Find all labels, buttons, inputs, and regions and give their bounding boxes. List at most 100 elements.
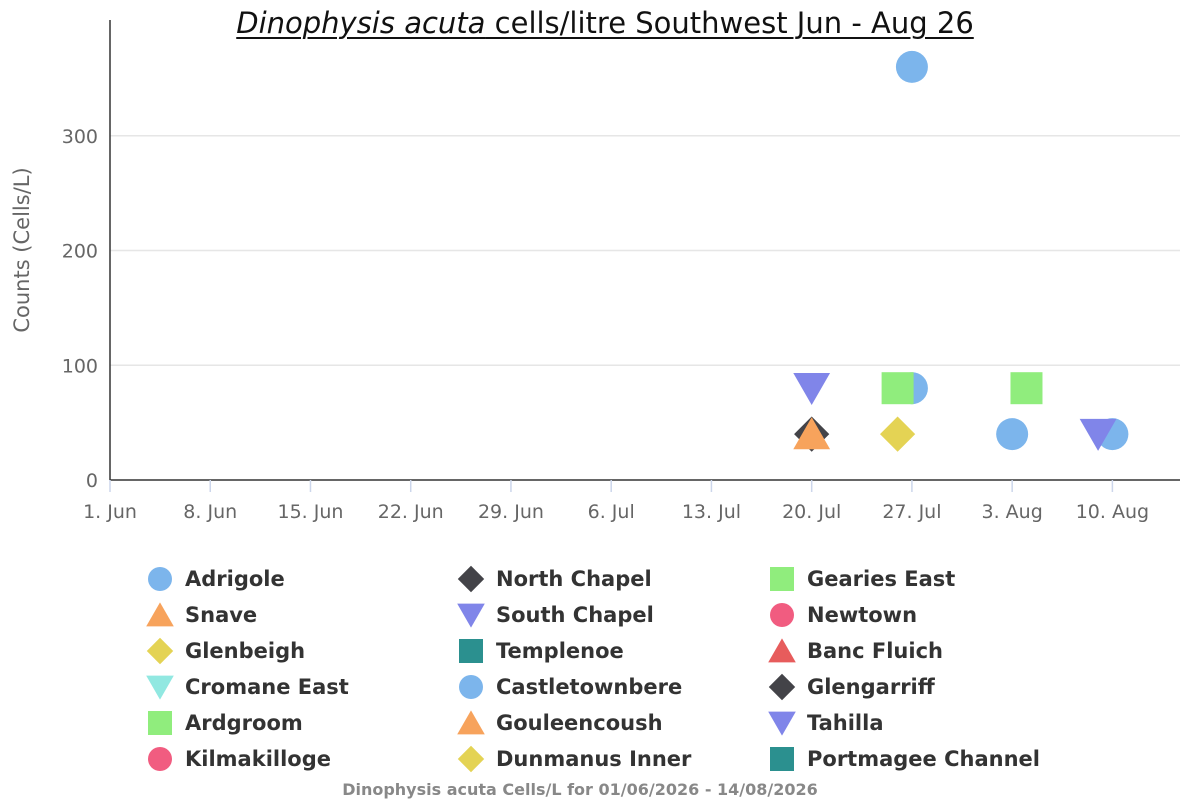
- legend-symbol-gearies-east: [770, 567, 794, 591]
- y-tick-label: 0: [86, 470, 98, 492]
- legend-marker-diamond-icon: [457, 745, 485, 773]
- legend-marker-square-icon: [148, 711, 172, 735]
- legend-marker-square-icon: [459, 639, 483, 663]
- legend-item-gearies-east[interactable]: Gearies East: [767, 562, 955, 596]
- x-tick-label: 27. Jul: [882, 501, 941, 523]
- x-tick-label: 3. Aug: [982, 501, 1043, 523]
- legend-item-castletownbere[interactable]: Castletownbere: [456, 670, 682, 704]
- legend-label: Gouleencoush: [496, 711, 663, 735]
- legend-marker-diamond-icon: [768, 673, 796, 701]
- legend-marker-circle-icon: [459, 675, 483, 699]
- legend-item-dunmanus-inner[interactable]: Dunmanus Inner: [456, 742, 691, 776]
- legend-symbol-banc-fluich: [768, 638, 796, 663]
- legend-symbol-dunmanus-inner: [457, 745, 485, 773]
- legend-symbol-snave: [146, 602, 174, 627]
- x-tick-label: 1. Jun: [83, 501, 137, 523]
- legend-symbol-south-chapel: [457, 603, 485, 628]
- x-tick-label: 22. Jun: [378, 501, 444, 523]
- y-axis-ticks: 0 100 200 300: [62, 126, 98, 492]
- legend-item-portmagee-channel[interactable]: Portmagee Channel: [767, 742, 1040, 776]
- legend-symbol-ardgroom: [148, 711, 172, 735]
- legend-symbol-kilmakilloge: [148, 747, 172, 771]
- legend-symbol-portmagee-channel: [770, 747, 794, 771]
- legend-label: Ardgroom: [185, 711, 303, 735]
- legend-label: Tahilla: [807, 711, 884, 735]
- y-tick-label: 100: [62, 355, 98, 377]
- x-tick-label: 15. Jun: [278, 501, 344, 523]
- legend-marker-diamond-icon: [146, 637, 174, 665]
- legend-label: Newtown: [807, 603, 918, 627]
- data-points: [793, 50, 1129, 452]
- legend-item-snave[interactable]: Snave: [145, 598, 257, 632]
- legend-marker-circle-icon: [770, 603, 794, 627]
- x-tick-label: 8. Jun: [183, 501, 237, 523]
- y-tick-label: 300: [62, 126, 98, 148]
- grid-lines: [110, 135, 1180, 366]
- point-gouleencoush: [793, 417, 831, 450]
- legend-label: South Chapel: [496, 603, 654, 627]
- point-gearies-east: [1010, 372, 1043, 405]
- point-adrigole: [996, 418, 1029, 451]
- legend-item-gouleencoush[interactable]: Gouleencoush: [456, 706, 663, 740]
- legend-symbol-templenoe: [459, 639, 483, 663]
- legend-label: Kilmakilloge: [185, 747, 331, 771]
- legend-symbol-adrigole: [148, 567, 172, 591]
- legend-symbol-castletownbere: [459, 675, 483, 699]
- legend-marker-triangle-down-icon: [457, 603, 485, 628]
- legend-marker-triangle-icon: [146, 602, 174, 627]
- legend-label: Glenbeigh: [185, 639, 306, 663]
- legend-item-south-chapel[interactable]: South Chapel: [456, 598, 654, 632]
- legend-marker-triangle-icon: [768, 638, 796, 663]
- legend-label: Snave: [185, 603, 258, 627]
- legend-marker-triangle-down-icon: [768, 711, 796, 736]
- chart-title-italic: Dinophysis acuta: [236, 6, 486, 40]
- legend-label: Dunmanus Inner: [496, 747, 692, 771]
- legend-item-glenbeigh[interactable]: Glenbeigh: [145, 634, 305, 668]
- legend-item-templenoe[interactable]: Templenoe: [456, 634, 624, 668]
- legend-item-cromane-east[interactable]: Cromane East: [145, 670, 349, 704]
- legend-item-newtown[interactable]: Newtown: [767, 598, 917, 632]
- point-south-chapel: [793, 373, 831, 405]
- x-tick-label: 6. Jul: [588, 501, 635, 523]
- chart-title-rest: cells/litre Southwest Jun - Aug 26: [485, 6, 974, 40]
- legend-marker-diamond-icon: [457, 565, 485, 593]
- legend-marker-triangle-icon: [457, 710, 485, 735]
- legend-symbol-glengarriff: [768, 673, 796, 701]
- legend-marker-circle-icon: [148, 747, 172, 771]
- legend-item-banc-fluich[interactable]: Banc Fluich: [767, 634, 943, 668]
- legend-item-tahilla[interactable]: Tahilla: [767, 706, 884, 740]
- legend-item-adrigole[interactable]: Adrigole: [145, 562, 285, 596]
- legend-marker-square-icon: [770, 747, 794, 771]
- legend-symbol-tahilla: [768, 711, 796, 736]
- point-adrigole: [895, 50, 928, 83]
- y-axis-label: Counts (Cells/L): [10, 167, 34, 333]
- legend-marker-triangle-down-icon: [146, 675, 174, 700]
- y-tick-label: 200: [62, 241, 98, 263]
- axes: [109, 20, 1180, 481]
- legend-label: Templenoe: [496, 639, 624, 663]
- point-tahilla: [1079, 418, 1117, 451]
- legend-item-ardgroom[interactable]: Ardgroom: [145, 706, 303, 740]
- chart-title: Dinophysis acuta cells/litre Southwest J…: [0, 6, 1200, 40]
- legend-item-glengarriff[interactable]: Glengarriff: [767, 670, 935, 704]
- legend-label: North Chapel: [496, 567, 652, 591]
- legend-item-kilmakilloge[interactable]: Kilmakilloge: [145, 742, 331, 776]
- chart-caption: Dinophysis acuta Cells/L for 01/06/2026 …: [342, 780, 818, 799]
- legend-label: Castletownbere: [496, 675, 683, 699]
- legend-label: Glengarriff: [807, 675, 935, 699]
- legend-label: Gearies East: [807, 567, 956, 591]
- point-dunmanus-inner: [880, 416, 916, 452]
- legend-marker-circle-icon: [148, 567, 172, 591]
- point-gearies-east: [881, 372, 914, 405]
- x-tick-label: 20. Jul: [782, 501, 841, 523]
- legend-item-north-chapel[interactable]: North Chapel: [456, 562, 652, 596]
- x-axis-ticks: 1. Jun 8. Jun 15. Jun 22. Jun 29. Jun 6. Jul 1…: [83, 480, 1149, 523]
- legend-symbol-newtown: [770, 603, 794, 627]
- legend-symbol-gouleencoush: [457, 710, 485, 735]
- legend-label: Cromane East: [185, 675, 349, 699]
- x-tick-label: 29. Jun: [478, 501, 544, 523]
- legend-symbol-glenbeigh: [146, 637, 174, 665]
- legend-symbol-north-chapel: [457, 565, 485, 593]
- x-tick-label: 13. Jul: [682, 501, 741, 523]
